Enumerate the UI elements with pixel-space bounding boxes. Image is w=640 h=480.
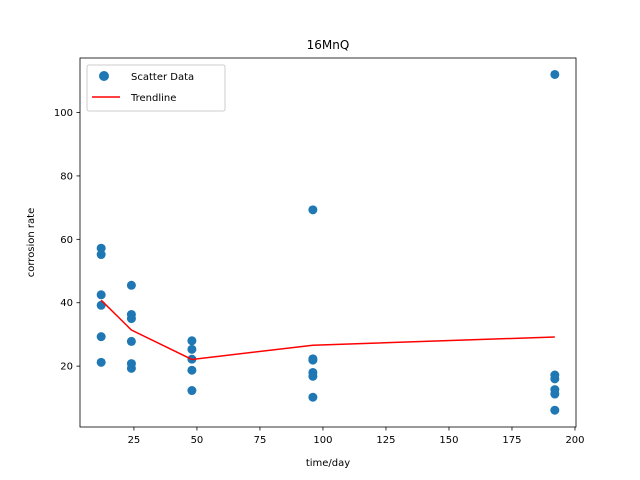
legend-box	[86, 64, 226, 112]
y-tick-label: 20	[60, 362, 73, 373]
y-tick-label: 80	[60, 171, 73, 182]
scatter-point	[308, 205, 318, 215]
y-axis-label: corrosion rate	[26, 208, 37, 278]
scatter-point	[126, 314, 136, 324]
plot-area	[96, 69, 560, 415]
scatter-point	[96, 243, 106, 253]
trendline	[100, 299, 555, 361]
legend-scatter-marker	[99, 71, 109, 81]
x-tick-label: 25	[128, 435, 141, 446]
scatter-point	[187, 344, 197, 354]
scatter-point	[96, 250, 106, 260]
scatter-point	[126, 363, 136, 373]
scatter-point	[550, 389, 560, 399]
scatter-point	[187, 336, 197, 346]
x-tick-label: 150	[439, 435, 458, 446]
scatter-point	[550, 69, 560, 79]
scatter-point	[96, 332, 106, 342]
scatter-point	[126, 280, 136, 290]
scatter-point	[187, 386, 197, 396]
y-tick-label: 100	[54, 108, 73, 119]
x-tick-label: 100	[313, 435, 332, 446]
x-tick-label: 125	[376, 435, 395, 446]
scatter-point	[308, 371, 318, 381]
x-tick-label: 200	[565, 435, 584, 446]
x-tick-label: 75	[254, 435, 267, 446]
scatter-point	[96, 300, 106, 310]
x-axis-label: time/day	[306, 458, 350, 469]
x-axis: 25 50 75 100 125 150 175 200	[128, 427, 585, 446]
scatter-point	[187, 365, 197, 375]
scatter-point	[550, 374, 560, 384]
axes-frame	[79, 57, 577, 428]
y-tick-label: 60	[60, 235, 73, 246]
y-axis: 20 40 60 80 100	[54, 108, 80, 373]
scatter-point	[308, 355, 318, 365]
legend: Scatter Data Trendline	[86, 64, 226, 112]
chart-title: 16MnQ	[307, 38, 350, 52]
scatter-point	[126, 336, 136, 346]
scatter-point	[308, 392, 318, 402]
x-tick-label: 50	[191, 435, 204, 446]
x-tick-label: 175	[502, 435, 521, 446]
y-tick-label: 40	[60, 298, 73, 309]
scatter-point	[96, 357, 106, 367]
scatter-point	[550, 405, 560, 415]
legend-trendline-label: Trendline	[130, 93, 176, 104]
legend-scatter-label: Scatter Data	[131, 72, 194, 83]
scatter-point	[96, 290, 106, 300]
